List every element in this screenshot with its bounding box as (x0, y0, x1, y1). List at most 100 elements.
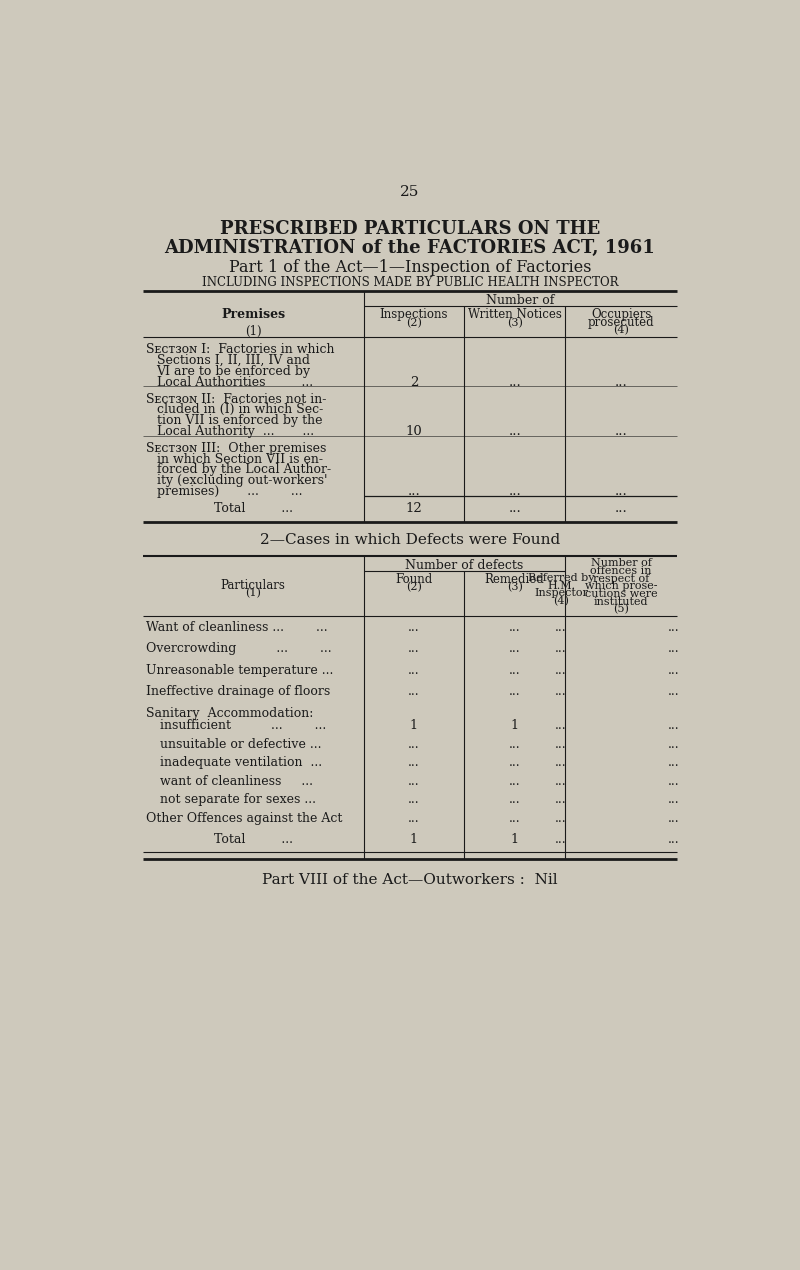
Text: Sections I, II, III, IV and: Sections I, II, III, IV and (157, 354, 310, 367)
Text: ...: ... (668, 719, 679, 732)
Text: ...: ... (509, 621, 521, 634)
Text: ...: ... (668, 621, 679, 634)
Text: Part 1 of the Act—1—Inspection of Factories: Part 1 of the Act—1—Inspection of Factor… (229, 259, 591, 276)
Text: Inspections: Inspections (380, 307, 448, 321)
Text: 2—Cases in which Defects were Found: 2—Cases in which Defects were Found (260, 533, 560, 547)
Text: ...: ... (555, 664, 567, 677)
Text: ...: ... (668, 812, 679, 824)
Text: H.M.: H.M. (547, 580, 575, 591)
Text: premises)       ...        ...: premises) ... ... (157, 485, 302, 498)
Text: forced by the Local Author-: forced by the Local Author- (157, 464, 330, 476)
Text: ...: ... (408, 775, 420, 787)
Text: Total         ...: Total ... (214, 833, 293, 846)
Text: ...: ... (555, 719, 567, 732)
Text: ...: ... (615, 485, 627, 498)
Text: unsuitable or defective ...: unsuitable or defective ... (160, 738, 321, 751)
Text: (5): (5) (614, 605, 629, 615)
Text: ...: ... (615, 376, 627, 389)
Text: Want of cleanliness ...        ...: Want of cleanliness ... ... (146, 621, 328, 634)
Text: 1: 1 (510, 719, 518, 732)
Text: ...: ... (408, 664, 420, 677)
Text: respect of: respect of (593, 574, 650, 584)
Text: ...: ... (615, 502, 627, 514)
Text: ...: ... (508, 485, 521, 498)
Text: ...: ... (408, 792, 420, 806)
Text: ...: ... (555, 621, 567, 634)
Text: ...: ... (668, 833, 679, 846)
Text: ...: ... (555, 738, 567, 751)
Text: cutions were: cutions were (585, 589, 658, 599)
Text: ...: ... (668, 686, 679, 699)
Text: ...: ... (509, 775, 521, 787)
Text: instituted: instituted (594, 597, 649, 607)
Text: ...: ... (668, 643, 679, 655)
Text: ...: ... (408, 812, 420, 824)
Text: ...: ... (555, 812, 567, 824)
Text: Sᴇᴄᴛᴈᴏɴ II:  Factories not in-: Sᴇᴄᴛᴈᴏɴ II: Factories not in- (146, 392, 327, 405)
Text: Total         ...: Total ... (214, 502, 293, 514)
Text: Premises: Premises (221, 307, 285, 321)
Text: in which Section VII is en-: in which Section VII is en- (157, 452, 322, 466)
Text: Found: Found (395, 573, 433, 585)
Text: Part VIII of the Act—Outworkers :  Nil: Part VIII of the Act—Outworkers : Nil (262, 872, 558, 888)
Text: Remedied: Remedied (485, 573, 545, 585)
Text: ity (excluding out-workers': ity (excluding out-workers' (157, 474, 327, 488)
Text: 10: 10 (406, 425, 422, 438)
Text: ...: ... (407, 485, 420, 498)
Text: (3): (3) (506, 582, 522, 592)
Text: Particulars: Particulars (221, 579, 286, 592)
Text: (2): (2) (406, 318, 422, 328)
Text: ...: ... (555, 775, 567, 787)
Text: inadequate ventilation  ...: inadequate ventilation ... (160, 756, 322, 770)
Text: ...: ... (408, 621, 420, 634)
Text: ...: ... (555, 643, 567, 655)
Text: Local Authority  ...       ...: Local Authority ... ... (157, 425, 314, 438)
Text: Sᴇᴄᴛᴈᴏɴ I:  Factories in which: Sᴇᴄᴛᴈᴏɴ I: Factories in which (146, 343, 335, 357)
Text: ...: ... (555, 756, 567, 770)
Text: Sᴇᴄᴛᴈᴏɴ III:  Other premises: Sᴇᴄᴛᴈᴏɴ III: Other premises (146, 442, 327, 455)
Text: Local Authorities         ...: Local Authorities ... (157, 376, 313, 389)
Text: prosecuted: prosecuted (588, 316, 654, 329)
Text: 25: 25 (400, 184, 420, 198)
Text: tion VII is enforced by the: tion VII is enforced by the (157, 414, 322, 427)
Text: ...: ... (615, 425, 627, 438)
Text: PRESCRIBED PARTICULARS ON THE: PRESCRIBED PARTICULARS ON THE (220, 220, 600, 239)
Text: ...: ... (509, 812, 521, 824)
Text: Written Notices: Written Notices (468, 307, 562, 321)
Text: which prose-: which prose- (585, 582, 658, 592)
Text: ...: ... (408, 738, 420, 751)
Text: Sanitary  Accommodation:: Sanitary Accommodation: (146, 707, 314, 720)
Text: 1: 1 (410, 719, 418, 732)
Text: 2: 2 (410, 376, 418, 389)
Text: ...: ... (555, 792, 567, 806)
Text: (1): (1) (245, 588, 261, 598)
Text: ...: ... (508, 376, 521, 389)
Text: 1: 1 (510, 833, 518, 846)
Text: ...: ... (408, 756, 420, 770)
Text: (1): (1) (245, 325, 262, 338)
Text: ...: ... (508, 425, 521, 438)
Text: (2): (2) (406, 582, 422, 592)
Text: ...: ... (509, 792, 521, 806)
Text: Unreasonable temperature ...: Unreasonable temperature ... (146, 664, 334, 677)
Text: ...: ... (509, 664, 521, 677)
Text: cluded in (I) in which Sec-: cluded in (I) in which Sec- (157, 404, 323, 417)
Text: INCLUDING INSPECTIONS MADE BY PUBLIC HEALTH INSPECTOR: INCLUDING INSPECTIONS MADE BY PUBLIC HEA… (202, 276, 618, 288)
Text: ...: ... (509, 738, 521, 751)
Text: want of cleanliness     ...: want of cleanliness ... (160, 775, 313, 787)
Text: Other Offences against the Act: Other Offences against the Act (146, 812, 343, 824)
Text: Inspector: Inspector (534, 588, 588, 598)
Text: 1: 1 (410, 833, 418, 846)
Text: ADMINISTRATION of the FACTORIES ACT, 1961: ADMINISTRATION of the FACTORIES ACT, 196… (165, 239, 655, 257)
Text: ...: ... (555, 833, 567, 846)
Text: Number of defects: Number of defects (405, 559, 523, 572)
Text: (4): (4) (614, 325, 629, 335)
Text: Number of: Number of (590, 559, 652, 568)
Text: (3): (3) (506, 318, 522, 328)
Text: ...: ... (509, 643, 521, 655)
Text: ...: ... (509, 756, 521, 770)
Text: ...: ... (408, 686, 420, 699)
Text: ...: ... (508, 502, 521, 514)
Text: VI are to be enforced by: VI are to be enforced by (157, 364, 310, 378)
Text: Number of: Number of (486, 295, 554, 307)
